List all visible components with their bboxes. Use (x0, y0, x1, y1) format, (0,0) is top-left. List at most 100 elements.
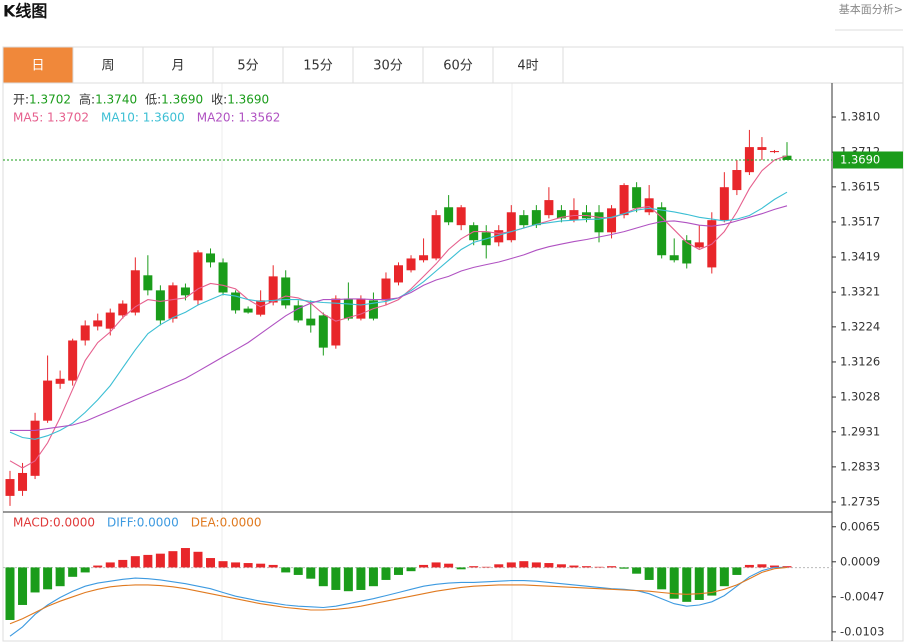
last-price-box (833, 151, 903, 169)
candle-body (544, 200, 554, 216)
candle-body (368, 300, 378, 319)
candle-body (744, 147, 754, 173)
macd-bar (506, 562, 516, 568)
tab-label[interactable]: 月 (171, 59, 184, 74)
macd-bar (118, 559, 128, 568)
candle-body (193, 252, 203, 301)
fundamental-link[interactable]: 基本面分析> (839, 2, 903, 16)
y-tick-label: 0.0065 (840, 519, 880, 533)
candle-body (682, 240, 692, 264)
candle-body (356, 298, 366, 319)
candle-body (256, 300, 266, 315)
macd-bar (80, 567, 90, 573)
macd-line (9, 566, 788, 625)
macd-bar (769, 565, 779, 568)
macd-bar (143, 554, 153, 568)
candle-body (519, 215, 529, 226)
candle-body (632, 187, 642, 209)
legend-label: 1.3702 (29, 93, 71, 107)
candle-body (644, 198, 654, 213)
macd-bar (55, 567, 65, 587)
candle-body (394, 265, 403, 283)
macd-bar (732, 567, 742, 575)
tab[interactable] (492, 46, 564, 84)
macd-bar (281, 567, 291, 573)
macd-bar (719, 567, 729, 587)
candle-body (30, 420, 40, 476)
candle-body (206, 253, 216, 263)
candle-body (318, 315, 328, 348)
ma-line (9, 155, 788, 469)
tab[interactable] (352, 46, 424, 84)
legend-label: MA5: 1.3702 (13, 111, 89, 125)
candle-body (43, 380, 53, 421)
y-tick-label: 1.3517 (840, 214, 880, 228)
tab-active[interactable] (2, 46, 74, 84)
candle-body (5, 479, 15, 496)
legend-label: 低: (145, 93, 161, 107)
macd-bar (331, 567, 341, 590)
macd-bar (694, 567, 704, 600)
legend-label: 收: (211, 93, 227, 107)
macd-bar (206, 558, 216, 568)
candle-body (431, 215, 441, 259)
candle-body (281, 277, 291, 306)
tab-label[interactable]: 日 (31, 59, 44, 74)
macd-bar (5, 567, 15, 620)
macd-bar (757, 564, 767, 568)
candle-body (130, 270, 140, 313)
macd-bar (531, 562, 541, 568)
macd-bar (494, 564, 504, 568)
macd-bar (243, 563, 253, 568)
macd-bar (180, 548, 190, 568)
legend-label: 1.3740 (95, 93, 137, 107)
tab-label[interactable]: 60分 (443, 59, 473, 74)
macd-bar (456, 567, 466, 570)
tab[interactable] (282, 46, 354, 84)
legend-label: DIFF:0.0000 (107, 516, 179, 530)
legend-label: 1.3690 (161, 93, 203, 107)
macd-bar (657, 567, 667, 590)
macd-bar (343, 567, 353, 592)
candle-body (118, 303, 128, 316)
macd-bar (669, 567, 679, 599)
macd-bar (394, 567, 403, 575)
macd-bar (707, 567, 717, 596)
tab-label[interactable]: 15分 (303, 59, 333, 74)
y-tick-label: 1.2735 (840, 494, 880, 508)
candle-body (732, 170, 742, 191)
tab[interactable] (422, 46, 494, 84)
candle-body (218, 262, 228, 293)
candle-body (694, 242, 704, 248)
legend-label: MACD:0.0000 (13, 516, 95, 530)
candle-body (293, 305, 303, 321)
y-tick-label: 1.3615 (840, 179, 880, 193)
y-tick-label: -0.0103 (840, 624, 884, 638)
candle-body (180, 287, 190, 296)
macd-bar (30, 567, 40, 593)
tab-label[interactable]: 周 (101, 59, 114, 74)
legend-label: MA10: 1.3600 (101, 111, 185, 125)
y-tick-label: 1.3810 (840, 110, 880, 124)
y-tick-label: 1.3419 (840, 250, 880, 264)
macd-bar (218, 561, 228, 568)
macd-bar (556, 564, 566, 568)
tab-label[interactable]: 4时 (517, 59, 538, 74)
ma-line (9, 191, 788, 440)
candle-body (155, 290, 165, 321)
y-tick-label: 1.3224 (840, 319, 880, 333)
candle-body (168, 285, 178, 319)
macd-bar (782, 566, 792, 568)
macd-bar (256, 563, 266, 568)
tab[interactable] (212, 46, 284, 84)
candle-body (607, 208, 617, 233)
candle-body (657, 207, 667, 256)
macd-bar (594, 566, 604, 568)
tab-label[interactable]: 30分 (373, 59, 403, 74)
macd-bar (368, 567, 378, 587)
ma-line (10, 205, 788, 431)
macd-bar (431, 562, 441, 568)
tab-label[interactable]: 5分 (237, 59, 258, 74)
y-tick-label: 1.3028 (840, 390, 880, 404)
